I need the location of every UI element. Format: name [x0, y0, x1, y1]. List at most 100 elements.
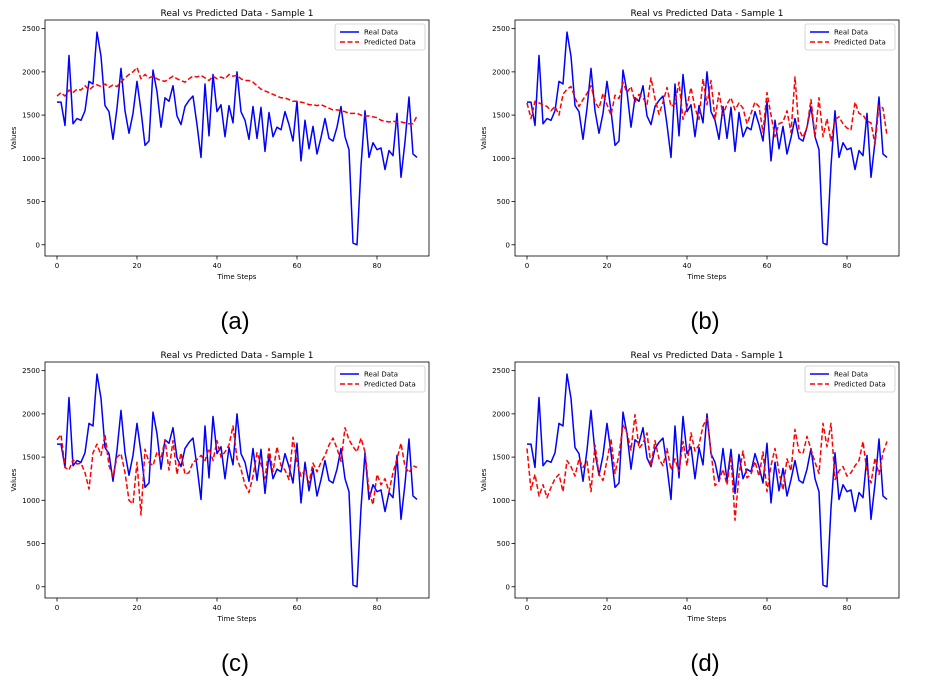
x-tick-label: 20 — [603, 604, 612, 612]
plot-frame — [44, 19, 430, 257]
legend-label: Predicted Data — [364, 39, 416, 47]
chart-title: Real vs Predicted Data - Sample 1 — [630, 9, 783, 19]
y-tick-label: 500 — [27, 198, 40, 206]
x-axis-label: Time Steps — [217, 615, 257, 623]
y-tick-label: 2500 — [22, 367, 40, 375]
y-tick-label: 1000 — [492, 155, 510, 163]
legend: Real Data Predicted Data — [334, 365, 426, 393]
plot-area — [56, 31, 418, 246]
x-tick-label: 20 — [603, 262, 612, 270]
y-axis-label: Values — [10, 468, 18, 491]
x-tick-label: 80 — [843, 262, 852, 270]
legend: Real Data Predicted Data — [804, 23, 896, 51]
chart-panel-a: Real vs Predicted Data - Sample 1 0 20 40 60… — [0, 0, 470, 342]
y-tick-label: 1500 — [22, 454, 40, 462]
legend-box — [334, 365, 426, 393]
plot-area — [56, 373, 418, 588]
x-tick-label: 60 — [763, 262, 772, 270]
legend-box — [334, 23, 426, 51]
chart-title: Real vs Predicted Data - Sample 1 — [630, 351, 783, 361]
x-tick-label: 60 — [763, 604, 772, 612]
legend-label: Real Data — [834, 371, 868, 379]
y-tick-label: 1500 — [492, 112, 510, 120]
x-tick-label: 0 — [525, 262, 529, 270]
x-tick-label: 20 — [133, 262, 142, 270]
legend-box — [804, 23, 896, 51]
y-axis-label: Values — [480, 126, 488, 149]
plot-area — [526, 31, 888, 246]
y-tick-label: 500 — [27, 540, 40, 548]
y-tick-label: 1500 — [492, 454, 510, 462]
y-tick-label: 1000 — [22, 497, 40, 505]
x-tick-label: 40 — [213, 604, 222, 612]
x-tick-label: 40 — [683, 262, 692, 270]
x-axis-label: Time Steps — [687, 615, 727, 623]
y-axis-label: Values — [480, 468, 488, 491]
y-tick-label: 1500 — [22, 112, 40, 120]
chart-a: Real vs Predicted Data - Sample 1 0 20 40 60… — [10, 9, 430, 281]
x-tick-label: 40 — [213, 262, 222, 270]
x-axis-label: Time Steps — [687, 273, 727, 281]
legend-label: Real Data — [834, 29, 868, 37]
chart-panel-b: Real vs Predicted Data - Sample 1 0 20 40 60… — [470, 0, 940, 342]
y-tick-label: 500 — [497, 540, 510, 548]
y-tick-label: 1000 — [492, 497, 510, 505]
caption-a: (a) — [220, 308, 250, 335]
y-tick-label: 2500 — [22, 25, 40, 33]
chart-d: Real vs Predicted Data - Sample 1 0 20 40 60… — [480, 351, 900, 623]
x-axis-label: Time Steps — [217, 273, 257, 281]
legend-label: Predicted Data — [364, 381, 416, 389]
series-line — [57, 373, 418, 588]
y-tick-label: 2000 — [22, 410, 40, 418]
chart-b: Real vs Predicted Data - Sample 1 0 20 40 60… — [480, 9, 900, 281]
chart-c: Real vs Predicted Data - Sample 1 0 20 40 60… — [10, 351, 430, 623]
legend-label: Predicted Data — [834, 381, 886, 389]
y-axis-label: Values — [10, 126, 18, 149]
legend: Real Data Predicted Data — [804, 365, 896, 393]
x-tick-label: 80 — [373, 604, 382, 612]
y-tick-label: 500 — [497, 198, 510, 206]
series-line — [56, 66, 418, 125]
y-tick-label: 0 — [36, 241, 40, 249]
legend: Real Data Predicted Data — [334, 23, 426, 51]
y-tick-label: 0 — [36, 583, 40, 591]
y-tick-label: 0 — [506, 241, 510, 249]
plot-frame — [514, 19, 900, 257]
x-tick-label: 0 — [525, 604, 529, 612]
series-line — [526, 76, 888, 146]
x-tick-label: 80 — [843, 604, 852, 612]
caption-d: (d) — [690, 650, 720, 677]
series-line — [527, 31, 888, 246]
series-line — [56, 425, 418, 516]
x-tick-label: 0 — [55, 604, 59, 612]
y-tick-label: 2000 — [492, 68, 510, 76]
x-tick-label: 60 — [293, 604, 302, 612]
y-tick-label: 2000 — [22, 68, 40, 76]
x-tick-label: 60 — [293, 262, 302, 270]
y-tick-label: 0 — [506, 583, 510, 591]
y-tick-label: 1000 — [22, 155, 40, 163]
plot-frame — [514, 361, 900, 599]
chart-title: Real vs Predicted Data - Sample 1 — [160, 351, 313, 361]
plot-frame — [44, 361, 430, 599]
legend-box — [804, 365, 896, 393]
chart-title: Real vs Predicted Data - Sample 1 — [160, 9, 313, 19]
caption-c: (c) — [221, 650, 249, 677]
series-line — [527, 373, 888, 588]
series-line — [57, 31, 418, 246]
legend-label: Real Data — [364, 29, 398, 37]
series-line — [526, 413, 888, 521]
x-tick-label: 20 — [133, 604, 142, 612]
chart-panel-d: Real vs Predicted Data - Sample 1 0 20 40 60… — [470, 342, 940, 684]
x-tick-label: 40 — [683, 604, 692, 612]
x-tick-label: 0 — [55, 262, 59, 270]
chart-panel-c: Real vs Predicted Data - Sample 1 0 20 40 60… — [0, 342, 470, 684]
plot-area — [526, 373, 888, 588]
y-tick-label: 2500 — [492, 25, 510, 33]
y-tick-label: 2000 — [492, 410, 510, 418]
caption-b: (b) — [690, 308, 720, 335]
x-tick-label: 80 — [373, 262, 382, 270]
legend-label: Real Data — [364, 371, 398, 379]
y-tick-label: 2500 — [492, 367, 510, 375]
legend-label: Predicted Data — [834, 39, 886, 47]
